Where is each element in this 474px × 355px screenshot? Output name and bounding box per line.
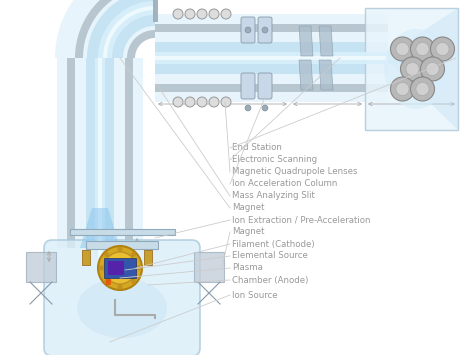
Polygon shape xyxy=(155,84,388,92)
Text: End Station: End Station xyxy=(232,143,282,153)
Polygon shape xyxy=(95,58,105,258)
Text: Ion Source: Ion Source xyxy=(232,290,278,300)
Circle shape xyxy=(245,105,251,111)
Polygon shape xyxy=(319,26,333,56)
Circle shape xyxy=(396,42,409,56)
Polygon shape xyxy=(299,26,313,56)
Text: Filament (Cathode): Filament (Cathode) xyxy=(232,240,315,248)
Text: Ion Acceleration Column: Ion Acceleration Column xyxy=(232,180,337,189)
Circle shape xyxy=(173,9,183,19)
Circle shape xyxy=(104,252,136,284)
Text: Elemental Source: Elemental Source xyxy=(232,251,308,261)
Circle shape xyxy=(391,37,414,61)
Polygon shape xyxy=(155,42,388,74)
Bar xyxy=(106,279,111,285)
Circle shape xyxy=(416,42,429,56)
Polygon shape xyxy=(80,208,120,248)
Circle shape xyxy=(209,97,219,107)
Circle shape xyxy=(262,105,268,111)
Bar xyxy=(104,258,136,278)
Text: Magnet: Magnet xyxy=(232,203,264,213)
Circle shape xyxy=(131,279,136,284)
Circle shape xyxy=(436,42,449,56)
FancyBboxPatch shape xyxy=(258,73,272,99)
Circle shape xyxy=(416,82,429,95)
Circle shape xyxy=(209,9,219,19)
Text: Magnet: Magnet xyxy=(232,228,264,236)
Circle shape xyxy=(221,9,231,19)
Circle shape xyxy=(118,246,122,251)
Bar xyxy=(82,250,90,265)
Circle shape xyxy=(185,9,195,19)
Polygon shape xyxy=(75,0,155,58)
Bar xyxy=(86,241,158,249)
Bar xyxy=(70,229,175,235)
Circle shape xyxy=(410,37,435,61)
Polygon shape xyxy=(155,14,388,102)
Text: Plasma: Plasma xyxy=(232,263,263,273)
Polygon shape xyxy=(87,0,155,58)
FancyBboxPatch shape xyxy=(44,240,200,355)
Text: Mass Analyzing Slit: Mass Analyzing Slit xyxy=(232,191,315,201)
Circle shape xyxy=(245,27,251,33)
Polygon shape xyxy=(103,6,155,58)
Bar xyxy=(108,261,124,275)
Polygon shape xyxy=(55,0,155,58)
Polygon shape xyxy=(388,8,458,130)
Polygon shape xyxy=(127,30,155,58)
Polygon shape xyxy=(98,1,155,58)
Circle shape xyxy=(197,9,207,19)
Circle shape xyxy=(131,252,136,257)
Text: Magnetic Quadrupole Lenses: Magnetic Quadrupole Lenses xyxy=(232,168,357,176)
Bar xyxy=(144,250,152,265)
Polygon shape xyxy=(155,56,408,60)
Circle shape xyxy=(118,284,122,289)
Circle shape xyxy=(104,279,109,284)
Circle shape xyxy=(391,77,414,101)
Text: Electronic Scanning: Electronic Scanning xyxy=(232,155,317,164)
Text: Chamber (Anode): Chamber (Anode) xyxy=(232,275,309,284)
Circle shape xyxy=(406,62,419,76)
Polygon shape xyxy=(319,60,333,90)
FancyBboxPatch shape xyxy=(194,252,224,282)
Polygon shape xyxy=(299,60,313,90)
FancyBboxPatch shape xyxy=(26,252,56,282)
Circle shape xyxy=(98,246,142,290)
FancyBboxPatch shape xyxy=(241,73,255,99)
Circle shape xyxy=(430,37,455,61)
Circle shape xyxy=(185,97,195,107)
Circle shape xyxy=(173,97,183,107)
Text: Ion Extraction / Pre-Acceleration: Ion Extraction / Pre-Acceleration xyxy=(232,215,371,224)
Circle shape xyxy=(99,266,103,271)
Polygon shape xyxy=(155,24,388,32)
Ellipse shape xyxy=(384,29,449,109)
Circle shape xyxy=(262,27,268,33)
FancyBboxPatch shape xyxy=(241,17,255,43)
Circle shape xyxy=(104,252,109,257)
Circle shape xyxy=(396,82,409,95)
Circle shape xyxy=(137,266,142,271)
Circle shape xyxy=(197,97,207,107)
Circle shape xyxy=(221,97,231,107)
Polygon shape xyxy=(125,58,133,248)
FancyBboxPatch shape xyxy=(365,8,458,130)
Bar xyxy=(153,0,158,22)
Circle shape xyxy=(420,57,445,81)
Circle shape xyxy=(401,57,425,81)
FancyBboxPatch shape xyxy=(258,17,272,43)
Polygon shape xyxy=(155,52,408,64)
Circle shape xyxy=(410,77,435,101)
Polygon shape xyxy=(57,58,143,248)
Polygon shape xyxy=(98,58,102,258)
Polygon shape xyxy=(67,58,75,248)
Polygon shape xyxy=(86,58,114,248)
Circle shape xyxy=(426,62,439,76)
Ellipse shape xyxy=(77,278,167,338)
